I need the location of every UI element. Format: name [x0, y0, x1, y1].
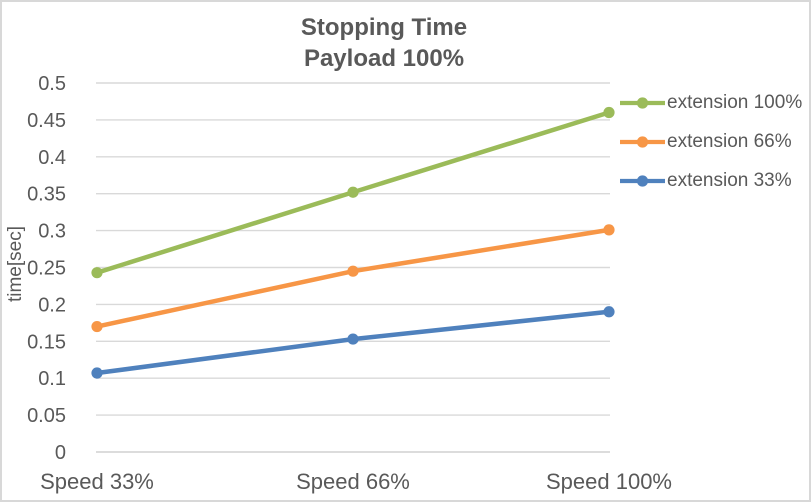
y-axis-tick-label: 0.05 [27, 405, 66, 427]
legend-item-extension-100: extension 100% [619, 83, 802, 122]
legend-label: extension 33% [667, 169, 792, 191]
legend-line-marker-icon [620, 174, 665, 187]
y-axis-tick-label: 0 [55, 442, 66, 464]
data-point-marker-extension-33- [603, 306, 615, 318]
data-point-marker-extension-100- [603, 106, 615, 119]
data-point-marker-extension-33- [347, 333, 359, 345]
legend: extension 100% extension 66% extension 3… [619, 83, 802, 200]
y-axis-tick-label: 0.5 [38, 73, 66, 95]
legend-item-extension-66: extension 66% [619, 122, 802, 161]
legend-line-marker-icon [620, 135, 665, 148]
data-point-marker-extension-100- [91, 267, 103, 279]
chart-title-line2: Payload 100% [303, 45, 465, 72]
legend-label: extension 66% [667, 130, 792, 152]
data-point-marker-extension-66- [603, 224, 615, 236]
chart-title: Stopping Time Payload 100% [2, 12, 766, 74]
chart-title-line1: Stopping Time [300, 14, 468, 41]
y-axis-tick-label: 0.35 [27, 184, 66, 206]
series-line-extension-66- [94, 227, 612, 329]
data-point-marker-extension-66- [91, 320, 103, 333]
data-point-marker-extension-66- [347, 265, 359, 277]
y-axis-tick-label: 0.45 [27, 110, 66, 132]
legend-line-marker-icon [620, 96, 665, 109]
y-axis-tick-label: 0.15 [27, 331, 66, 353]
legend-label: extension 100% [667, 91, 803, 113]
y-axis-title: time[sec] [5, 225, 26, 303]
x-axis-category-label: Speed 100% [546, 469, 672, 494]
data-point-marker-extension-100- [347, 186, 359, 198]
data-point-marker-extension-33- [91, 367, 103, 379]
legend-item-extension-33: extension 33% [619, 161, 802, 200]
x-axis-category-label: Speed 66% [296, 469, 410, 494]
y-axis-tick-label: 0.2 [38, 294, 66, 316]
y-axis-tick-label: 0.4 [38, 147, 66, 169]
y-axis-tick-label: 0.3 [38, 221, 66, 243]
x-axis-category-label: Speed 33% [40, 469, 154, 494]
y-axis-tick-label: 0.25 [27, 258, 66, 280]
y-axis-tick-label: 0.1 [38, 368, 66, 390]
